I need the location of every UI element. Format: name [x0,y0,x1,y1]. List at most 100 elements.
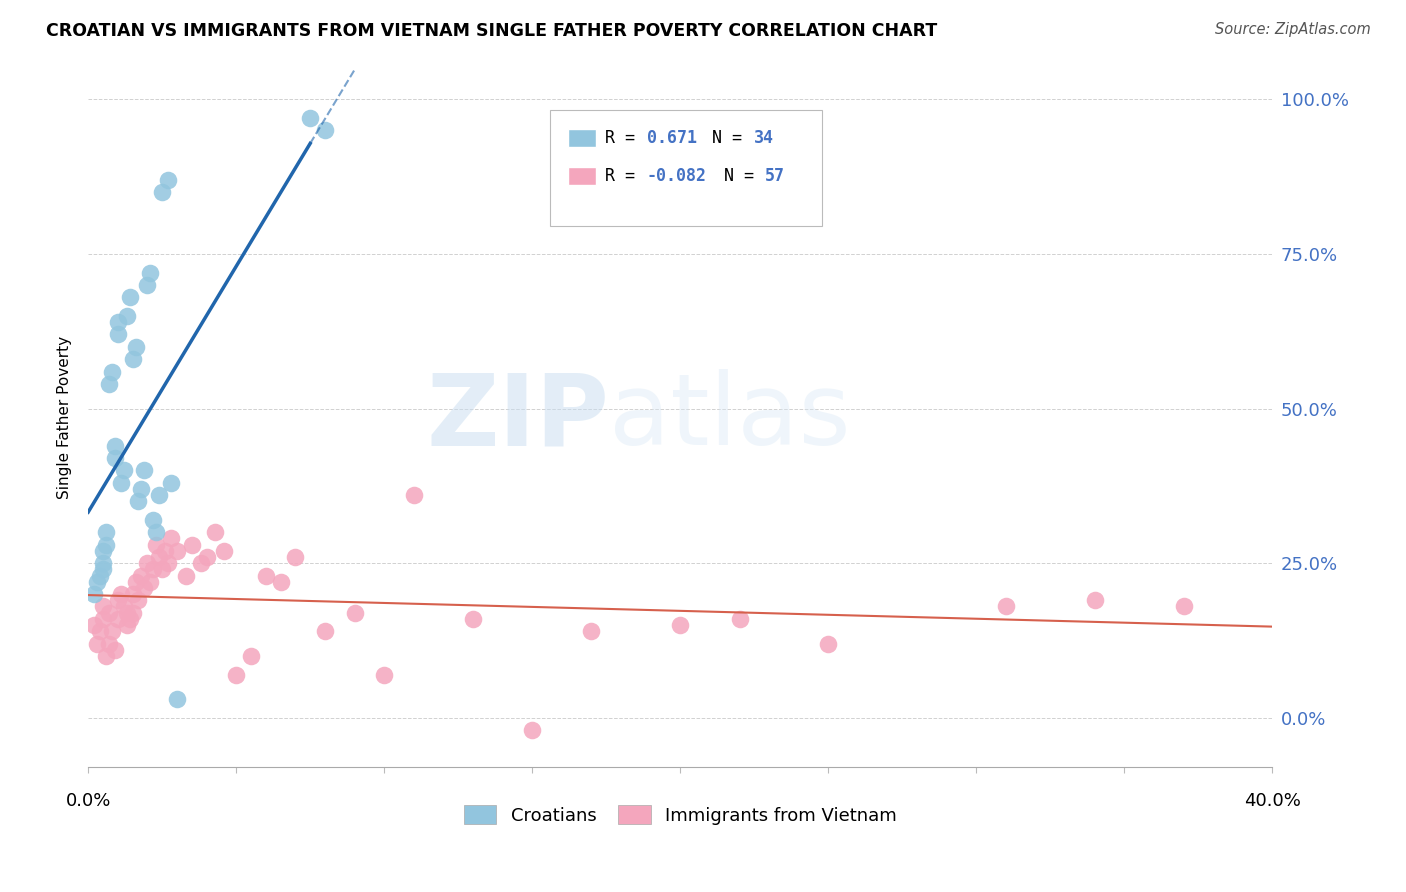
Text: CROATIAN VS IMMIGRANTS FROM VIETNAM SINGLE FATHER POVERTY CORRELATION CHART: CROATIAN VS IMMIGRANTS FROM VIETNAM SING… [46,22,938,40]
Point [214,544,236,558]
Point [373,667,395,681]
Point [121,587,143,601]
Point [94,538,117,552]
Point [142,513,165,527]
Text: Source: ZipAtlas.com: Source: ZipAtlas.com [1215,22,1371,37]
Point [115,618,138,632]
Point [115,606,138,620]
Point [83,618,105,632]
Point [115,309,138,323]
Text: 0.671: 0.671 [647,128,697,146]
Point [166,544,188,558]
Point [343,606,366,620]
Point [112,599,135,614]
Point [180,538,202,552]
Point [107,612,129,626]
Point [94,648,117,663]
Point [995,599,1018,614]
FancyBboxPatch shape [550,111,823,226]
Text: -0.082: -0.082 [647,167,707,186]
FancyBboxPatch shape [568,128,596,147]
Point [86,637,108,651]
Point [314,123,336,137]
Point [91,556,114,570]
Point [89,568,111,582]
Point [94,525,117,540]
Point [150,185,173,199]
Point [101,624,124,639]
Point [104,439,127,453]
Point [91,562,114,576]
Point [461,612,484,626]
Point [131,568,153,582]
Point [148,488,170,502]
Point [314,624,336,639]
Point [240,648,263,663]
Point [728,612,751,626]
Text: N =: N = [711,128,752,146]
Point [136,556,159,570]
Point [145,525,167,540]
Point [107,327,129,342]
Point [270,574,292,589]
Point [284,549,307,564]
Point [131,482,153,496]
Y-axis label: Single Father Poverty: Single Father Poverty [58,336,72,500]
Point [89,624,111,639]
Point [107,593,129,607]
Text: 40.0%: 40.0% [1244,792,1301,810]
Text: R =: R = [606,128,645,146]
Point [121,352,143,367]
Point [139,574,162,589]
Point [107,315,129,329]
Point [195,549,218,564]
Point [101,364,124,378]
Point [160,475,183,490]
Text: 0.0%: 0.0% [66,792,111,810]
Point [174,568,197,582]
Point [124,340,146,354]
Point [402,488,425,502]
Legend: Croatians, Immigrants from Vietnam: Croatians, Immigrants from Vietnam [464,805,897,824]
Point [91,612,114,626]
Point [110,475,132,490]
Point [91,544,114,558]
Point [118,612,141,626]
Text: ZIP: ZIP [426,369,609,467]
Point [581,624,603,639]
Text: R =: R = [606,167,645,186]
Point [121,606,143,620]
Point [127,593,149,607]
Point [127,494,149,508]
Point [142,562,165,576]
Point [148,549,170,564]
Point [669,618,692,632]
Point [124,574,146,589]
Point [134,463,156,477]
Point [97,637,120,651]
Point [86,574,108,589]
Point [150,562,173,576]
Point [817,637,839,651]
Text: atlas: atlas [609,369,851,467]
Point [91,599,114,614]
Point [83,587,105,601]
Text: N =: N = [724,167,763,186]
Point [97,606,120,620]
Point [136,277,159,292]
Point [104,642,127,657]
Point [299,111,322,125]
Point [157,173,180,187]
Point [110,587,132,601]
Point [254,568,277,582]
Point [153,544,176,558]
Point [166,692,188,706]
Point [190,556,212,570]
Point [118,290,141,304]
Point [104,451,127,466]
Point [225,667,247,681]
Point [160,532,183,546]
Point [145,538,167,552]
Point [522,723,544,738]
Point [139,266,162,280]
